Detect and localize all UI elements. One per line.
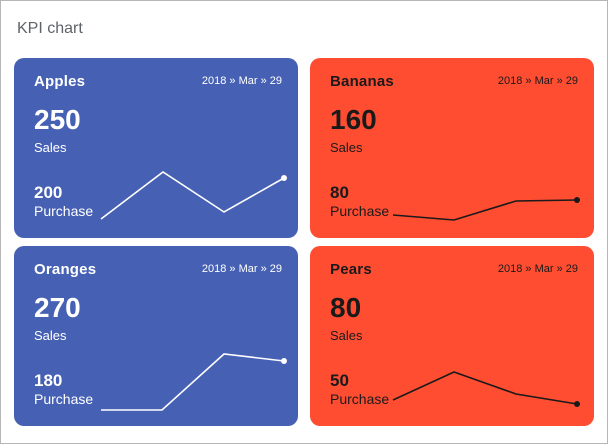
sparkline-chart xyxy=(100,171,287,220)
card-title: Apples xyxy=(34,73,86,90)
sales-value: 80 xyxy=(330,292,362,323)
sales-label: Sales xyxy=(330,140,363,155)
sparkline-chart xyxy=(392,197,580,221)
card-date: 2018 » Mar » 29 xyxy=(497,75,578,87)
purchase-value: 180 xyxy=(34,371,63,390)
purchase-label: Purchase xyxy=(34,391,94,407)
sales-value: 160 xyxy=(330,104,377,135)
card-title: Bananas xyxy=(330,73,394,90)
sparkline-chart xyxy=(101,353,287,411)
purchase-label: Purchase xyxy=(330,391,390,407)
kpi-card-grid: Apples 2018 » Mar » 29 250 Sales 200 Pur… xyxy=(1,58,607,426)
purchase-label: Purchase xyxy=(34,203,94,219)
purchase-value: 50 xyxy=(330,371,349,390)
sales-label: Sales xyxy=(34,140,67,155)
sales-label: Sales xyxy=(34,328,67,343)
sales-value: 270 xyxy=(34,292,81,323)
purchase-value: 200 xyxy=(34,183,63,202)
sales-value: 250 xyxy=(34,104,81,135)
card-title: Oranges xyxy=(34,261,97,278)
sparkline-chart xyxy=(392,371,580,407)
card-date: 2018 » Mar » 29 xyxy=(201,263,282,275)
card-title: Pears xyxy=(330,261,372,278)
purchase-value: 80 xyxy=(330,183,349,202)
kpi-card-oranges[interactable]: Oranges 2018 » Mar » 29 270 Sales 180 Pu… xyxy=(14,246,298,426)
kpi-card-bananas[interactable]: Bananas 2018 » Mar » 29 160 Sales 80 Pur… xyxy=(310,58,594,238)
card-date: 2018 » Mar » 29 xyxy=(497,263,578,275)
purchase-label: Purchase xyxy=(330,203,390,219)
sales-label: Sales xyxy=(330,328,363,343)
kpi-card-pears[interactable]: Pears 2018 » Mar » 29 80 Sales 50 Purcha… xyxy=(310,246,594,426)
page-title: KPI chart xyxy=(17,20,83,37)
kpi-card-apples[interactable]: Apples 2018 » Mar » 29 250 Sales 200 Pur… xyxy=(14,58,298,238)
card-date: 2018 » Mar » 29 xyxy=(201,75,282,87)
